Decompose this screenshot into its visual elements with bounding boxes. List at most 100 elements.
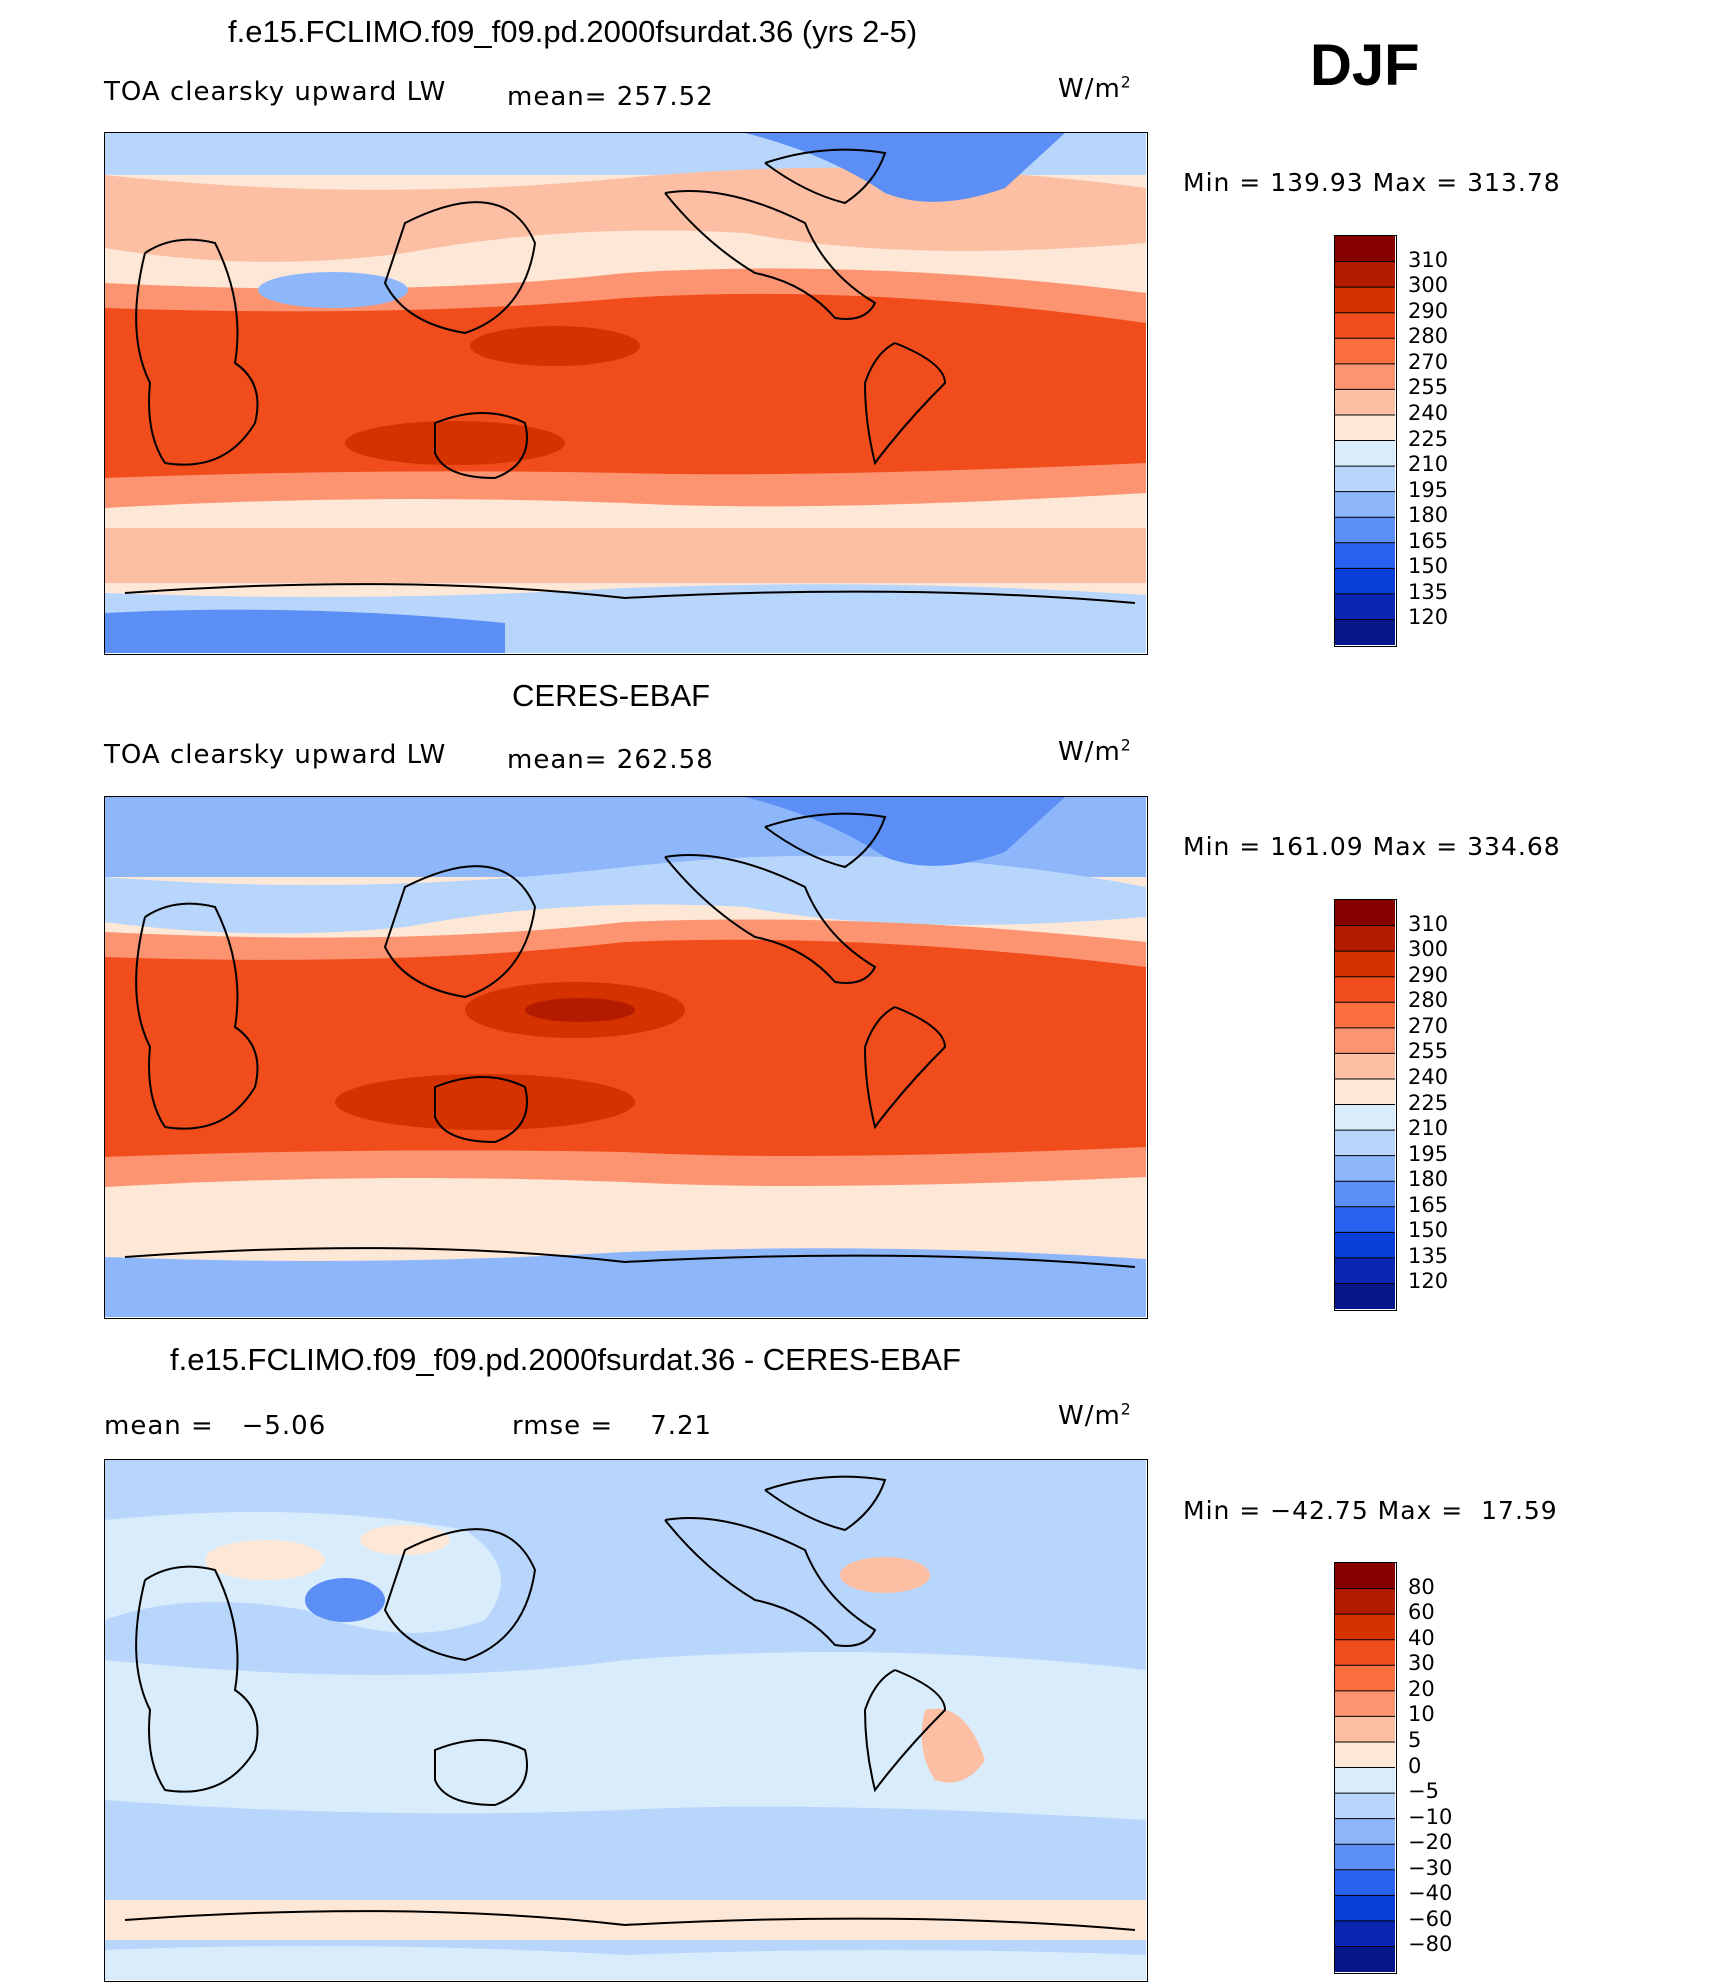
colorbar-tick-label: 240 [1408, 1064, 1449, 1089]
colorbar-tick-label: 5 [1408, 1727, 1422, 1752]
panel3-colorbar-svg [1335, 1563, 1395, 1972]
colorbar-segment [1335, 287, 1395, 314]
colorbar-segment [1335, 1665, 1395, 1692]
colorbar-tick-label: 210 [1408, 452, 1449, 477]
panel1-coastlines [124, 148, 1136, 604]
panel3-band-tropics [105, 1652, 1146, 1820]
panel3-map [104, 1459, 1148, 1982]
panel3-warm-patch-1 [205, 1540, 325, 1580]
colorbar-segment [1335, 951, 1395, 978]
colorbar-tick-label: 310 [1408, 247, 1449, 272]
colorbar-segment [1335, 1104, 1395, 1131]
colorbar-tick-label: 195 [1408, 1141, 1449, 1166]
colorbar-tick-label: −80 [1408, 1932, 1453, 1957]
colorbar-segment [1335, 1716, 1395, 1743]
colorbar-tick-label: 180 [1408, 503, 1449, 528]
panel2-colorbar-svg [1335, 900, 1395, 1309]
colorbar-tick-label: 135 [1408, 579, 1449, 604]
colorbar-segment [1335, 1232, 1395, 1259]
colorbar-segment [1335, 517, 1395, 544]
colorbar-tick-label: 80 [1408, 1574, 1435, 1599]
panel3-band-south-warm [105, 1900, 1146, 1940]
colorbar-tick-label: 180 [1408, 1167, 1449, 1192]
colorbar-segment [1335, 261, 1395, 288]
panel1-map [104, 132, 1148, 655]
colorbar-tick-label: 120 [1408, 605, 1449, 630]
panel1-units-exponent: 2 [1120, 73, 1132, 92]
panel2-band-midnorth [105, 855, 1146, 934]
colorbar-tick-label: 20 [1408, 1676, 1435, 1701]
colorbar-segment [1335, 1793, 1395, 1820]
colorbar-tick-label: 60 [1408, 1600, 1435, 1625]
colorbar-segment [1335, 1053, 1395, 1080]
colorbar-tick-label: −5 [1408, 1779, 1439, 1804]
colorbar-tick-label: 165 [1408, 528, 1449, 553]
colorbar-segment [1335, 1920, 1395, 1947]
colorbar-segment [1335, 312, 1395, 339]
colorbar-segment [1335, 338, 1395, 365]
panel3-title: f.e15.FCLIMO.f09_f09.pd.2000fsurdat.36 -… [170, 1342, 961, 1377]
colorbar-tick-label: −10 [1408, 1804, 1453, 1829]
colorbar-tick-label: 165 [1408, 1192, 1449, 1217]
panel3-rmse-label: rmse = 7.21 [512, 1411, 713, 1441]
colorbar-tick-label: 10 [1408, 1702, 1435, 1727]
colorbar-segment [1335, 1639, 1395, 1666]
colorbar-segment [1335, 1741, 1395, 1768]
panel2-warm-core [525, 998, 635, 1022]
colorbar-tick-label: 290 [1408, 962, 1449, 987]
colorbar-segment [1335, 900, 1395, 927]
panel1-colorbar [1334, 235, 1397, 647]
colorbar-tick-label: 280 [1408, 988, 1449, 1013]
panel2-map [104, 796, 1148, 1319]
panel2-band-south [105, 1248, 1146, 1317]
panel2-units-exponent: 2 [1120, 736, 1132, 755]
colorbar-tick-label: 310 [1408, 911, 1449, 936]
panel3-coastlines [124, 1475, 1136, 1931]
panel1-warm-pool-south [345, 421, 565, 465]
colorbar-segment [1335, 1027, 1395, 1054]
colorbar-tick-label: 195 [1408, 477, 1449, 502]
colorbar-tick-label: 270 [1408, 1013, 1449, 1038]
colorbar-segment [1335, 619, 1395, 645]
panel2-units-text: W/m [1058, 737, 1121, 767]
colorbar-tick-label: 40 [1408, 1625, 1435, 1650]
panel2-colorbar [1334, 899, 1397, 1311]
panel1-units-label: W/m2 [1058, 74, 1132, 104]
colorbar-tick-label: 0 [1408, 1753, 1422, 1778]
panel1-warm-pool-north [470, 326, 640, 366]
panel3-band-south [105, 1946, 1146, 1980]
colorbar-tick-label: 225 [1408, 426, 1449, 451]
colorbar-segment [1335, 1002, 1395, 1029]
colorbar-segment [1335, 414, 1395, 441]
colorbar-segment [1335, 1844, 1395, 1871]
colorbar-segment [1335, 1130, 1395, 1157]
colorbar-segment [1335, 1946, 1395, 1972]
colorbar-segment [1335, 389, 1395, 416]
panel2-band-tropics [105, 939, 1146, 1157]
panel2-warm-pool-south [335, 1074, 635, 1130]
colorbar-segment [1335, 491, 1395, 518]
colorbar-tick-label: 135 [1408, 1243, 1449, 1268]
panel3-namerica-warm [840, 1557, 930, 1593]
colorbar-tick-label: −40 [1408, 1881, 1453, 1906]
colorbar-segment [1335, 1155, 1395, 1182]
colorbar-segment [1335, 466, 1395, 493]
panel3-map-svg [105, 1460, 1146, 1980]
colorbar-segment [1335, 1767, 1395, 1794]
panel1-map-svg [105, 133, 1146, 653]
panel3-samerica-warm [921, 1708, 985, 1783]
colorbar-tick-label: 255 [1408, 375, 1449, 400]
panel2-coastlines [124, 812, 1136, 1268]
panel1-title: f.e15.FCLIMO.f09_f09.pd.2000fsurdat.36 (… [228, 14, 918, 49]
colorbar-segment [1335, 1818, 1395, 1845]
panel1-units-text: W/m [1058, 74, 1121, 104]
colorbar-tick-label: 30 [1408, 1651, 1435, 1676]
colorbar-tick-label: 255 [1408, 1039, 1449, 1064]
colorbar-tick-label: −60 [1408, 1906, 1453, 1931]
panel2-map-svg [105, 797, 1146, 1317]
panel2-minmax-label: Min = 161.09 Max = 334.68 [1183, 832, 1561, 861]
colorbar-segment [1335, 236, 1395, 263]
colorbar-tick-label: −30 [1408, 1855, 1453, 1880]
panel1-antarctic-cold [105, 609, 505, 653]
colorbar-tick-label: 290 [1408, 298, 1449, 323]
